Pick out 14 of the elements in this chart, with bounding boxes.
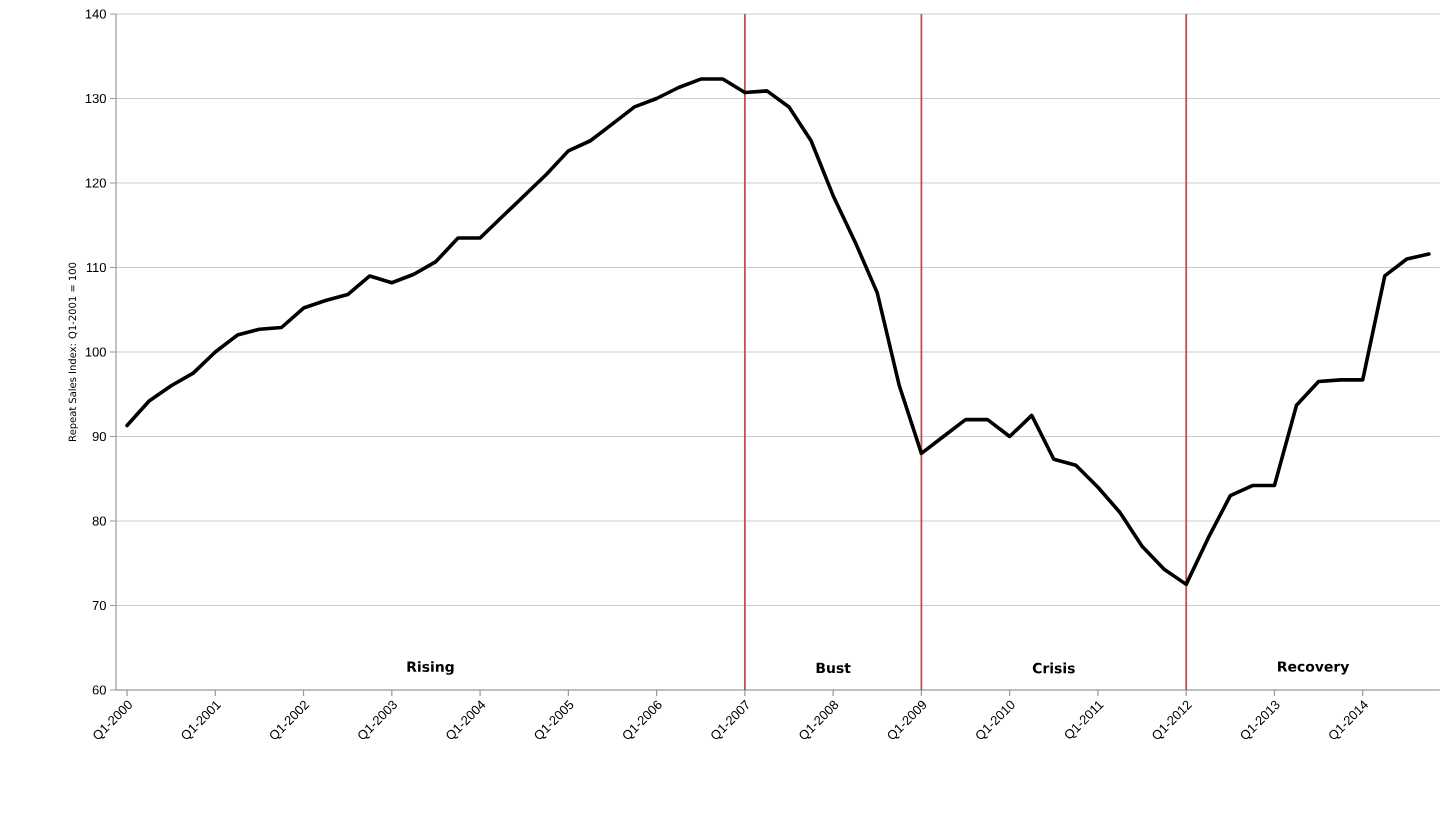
y-tick-label: 100 xyxy=(85,347,106,357)
annotation: Crisis xyxy=(1032,662,1075,674)
annotation: Rising xyxy=(407,661,454,675)
y-tick-label: 60 xyxy=(92,685,106,695)
y-tick-label: 140 xyxy=(85,9,106,19)
y-tick-label: 130 xyxy=(85,93,106,104)
y-tick-label: 120 xyxy=(85,178,106,188)
annotation: Bust xyxy=(816,662,851,674)
y-tick-label: 90 xyxy=(92,431,106,442)
y-axis-title: Repeat Sales Index: Q1-2001 = 100 xyxy=(68,262,79,441)
annotation: Recovery xyxy=(1278,661,1350,675)
y-tick-label: 110 xyxy=(86,262,106,273)
y-tick-label: 80 xyxy=(92,516,106,526)
y-tick-label: 70 xyxy=(92,600,106,611)
